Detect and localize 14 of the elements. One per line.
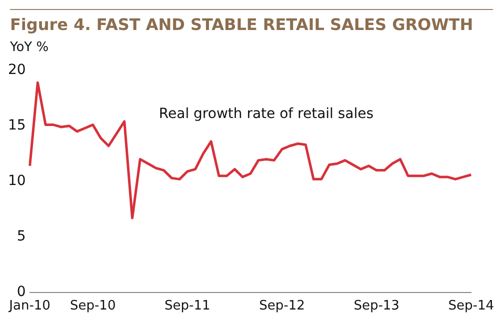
x-tick-label: Sep-14 bbox=[448, 298, 494, 314]
y-tick-label: 10 bbox=[8, 173, 26, 190]
x-tick-label: Sep-10 bbox=[70, 298, 116, 314]
x-tick-label: Sep-11 bbox=[164, 298, 210, 314]
x-tick-label: Jan-10 bbox=[8, 298, 50, 314]
y-tick-label: 15 bbox=[8, 118, 26, 134]
y-tick-label: 0 bbox=[16, 284, 26, 300]
x-tick-label: Sep-13 bbox=[354, 298, 400, 314]
y-tick-label: 20 bbox=[8, 62, 26, 78]
y-tick-label: 5 bbox=[16, 228, 26, 245]
x-tick-label: Sep-12 bbox=[259, 298, 305, 314]
chart-title: Figure 4. FAST AND STABLE RETAIL SALES GROWTH bbox=[10, 15, 474, 34]
text: Real growth rate of retail sales bbox=[158, 106, 374, 122]
y-axis-title: YoY % bbox=[10, 40, 49, 55]
